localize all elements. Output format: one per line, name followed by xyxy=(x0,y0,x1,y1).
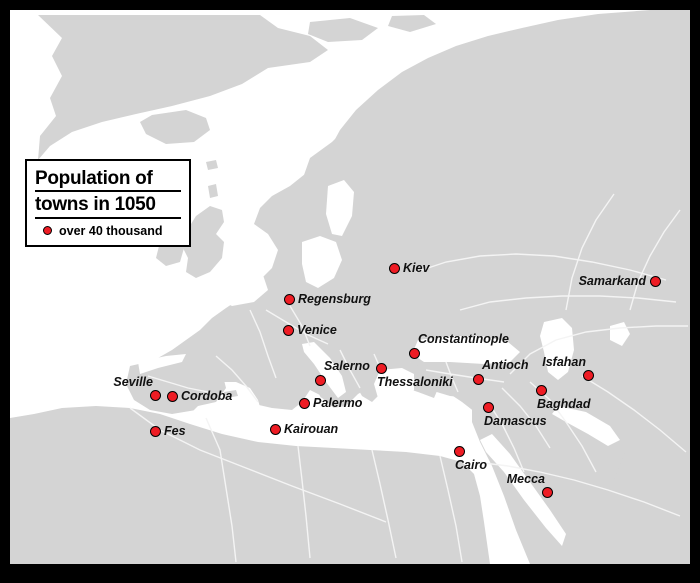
city-label: Venice xyxy=(297,323,337,337)
red-circle-icon xyxy=(43,226,52,236)
city-dot-icon xyxy=(649,275,661,287)
city-label: Baghdad xyxy=(537,397,591,411)
persian-gulf xyxy=(552,406,620,446)
sardinia-island xyxy=(274,380,290,400)
city-label: Mecca xyxy=(506,471,545,486)
legend-entry: over 40 thousand xyxy=(35,224,181,238)
legend-entry-label: over 40 thousand xyxy=(59,223,163,238)
city-dot-icon xyxy=(149,425,161,437)
great-britain-landmass xyxy=(182,206,224,278)
city-label: Palermo xyxy=(313,396,363,410)
city-dot-icon xyxy=(375,362,387,374)
city-label: Antioch xyxy=(482,357,529,372)
city-label: Salerno xyxy=(324,358,370,373)
city-label: Samarkand xyxy=(578,274,646,288)
water-bodies xyxy=(138,180,630,546)
faroe-islands xyxy=(206,160,218,170)
shetland-islands xyxy=(208,184,218,198)
corsica-island xyxy=(276,364,288,378)
italy-landmass xyxy=(290,340,340,408)
city-dot-icon xyxy=(149,389,161,401)
city-label: Isfahan xyxy=(542,354,586,369)
city-dot-icon xyxy=(166,390,178,402)
north-africa-landmass xyxy=(10,406,490,564)
city-label: Thessaloniki xyxy=(377,375,453,389)
city-label: Fes xyxy=(164,424,186,438)
north-sea xyxy=(210,266,268,306)
city-dot-icon xyxy=(282,324,294,336)
city-label: Kairouan xyxy=(284,422,339,436)
city-label: Kiev xyxy=(403,261,430,275)
city-dot-icon xyxy=(535,384,547,396)
city-dot-icon xyxy=(298,397,310,409)
canary-islands xyxy=(46,470,60,478)
greenland-landmass xyxy=(38,15,328,160)
legend-title-line-1: Population of xyxy=(35,168,181,193)
canary-island-small xyxy=(68,478,80,486)
map-legend: Population of towns in 1050 over 40 thou… xyxy=(25,159,191,247)
city-label: Constantinople xyxy=(418,331,509,346)
red-sea xyxy=(480,434,566,546)
arctic-island-small xyxy=(388,15,436,32)
city-dot-icon xyxy=(388,262,400,274)
iceland-landmass xyxy=(140,110,210,144)
bay-of-biscay xyxy=(138,354,186,374)
balearic-islands xyxy=(224,390,238,398)
city-label: Cordoba xyxy=(181,389,233,403)
city-dot-icon xyxy=(582,369,594,381)
city-label: Cairo xyxy=(455,458,487,472)
city-label: Regensburg xyxy=(298,292,371,306)
arctic-islands xyxy=(308,18,378,42)
iberia-landmass xyxy=(126,358,226,414)
city-label: Seville xyxy=(113,374,153,389)
city-dot-icon xyxy=(314,374,326,386)
city-dot-icon xyxy=(482,401,494,413)
baltic-sea xyxy=(302,236,342,288)
city-label: Damascus xyxy=(484,414,547,428)
city-dot-icon xyxy=(283,293,295,305)
black-sea xyxy=(412,336,520,364)
adriatic-sea xyxy=(302,342,346,398)
world-map-graphic xyxy=(10,10,690,564)
city-dot-icon xyxy=(472,373,484,385)
city-dot-icon xyxy=(269,423,281,435)
caspian-sea xyxy=(540,318,574,380)
city-dot-icon xyxy=(541,486,553,498)
map-frame: Kiev Samarkand Regensburg Venice Constantino… xyxy=(10,10,690,564)
scandinavia-landmass xyxy=(278,104,382,252)
city-dot-icon xyxy=(408,347,420,359)
europe-mainland-landmass xyxy=(144,294,440,424)
city-dot-icon xyxy=(453,445,465,457)
gulf-of-bothnia xyxy=(326,180,354,236)
legend-title-line-2: towns in 1050 xyxy=(35,194,181,219)
